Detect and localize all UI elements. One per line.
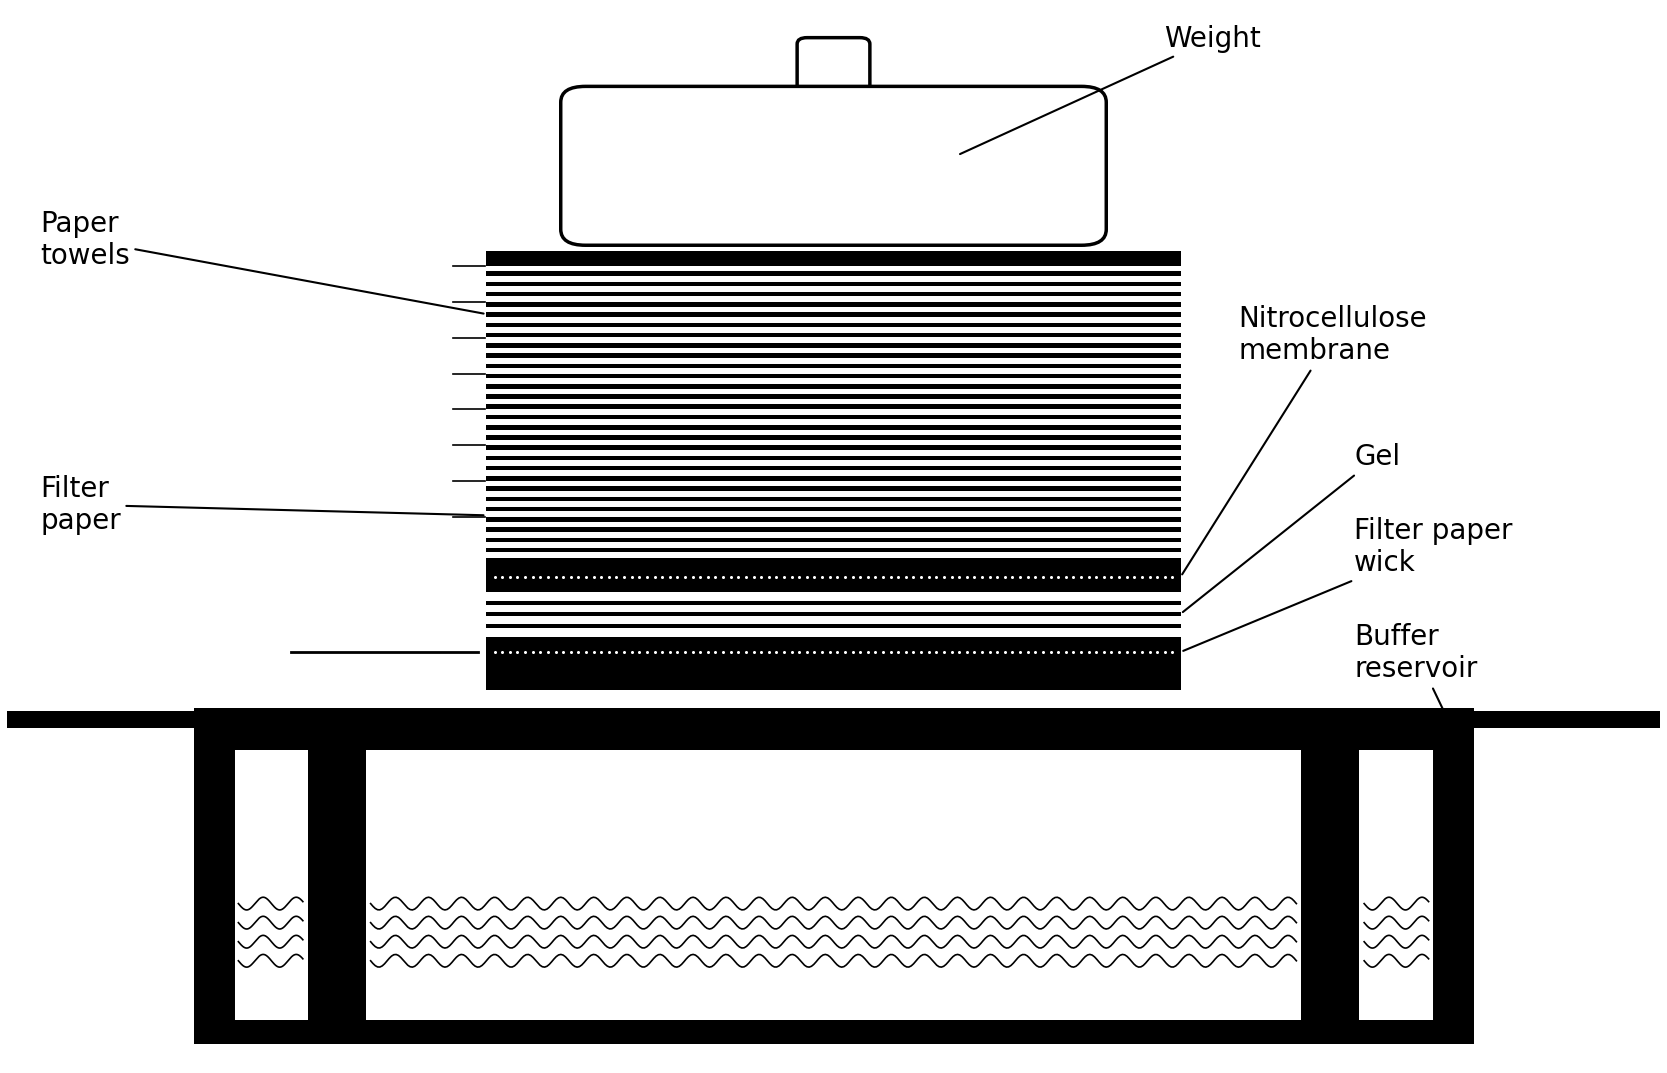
Bar bbox=[487, 623, 1180, 628]
Bar bbox=[308, 731, 365, 1020]
Bar bbox=[487, 558, 1180, 569]
Bar bbox=[197, 711, 1470, 1040]
Text: Nitrocellulose
membrane: Nitrocellulose membrane bbox=[1182, 305, 1427, 574]
Bar bbox=[487, 250, 1180, 261]
Bar bbox=[487, 333, 1180, 337]
Bar bbox=[197, 711, 1470, 731]
Bar bbox=[487, 497, 1180, 501]
Bar bbox=[487, 517, 1180, 521]
Bar bbox=[197, 711, 1470, 1040]
Bar bbox=[487, 373, 1180, 379]
FancyBboxPatch shape bbox=[797, 38, 870, 92]
Bar bbox=[487, 601, 1180, 605]
Bar bbox=[1434, 711, 1470, 1040]
Bar bbox=[487, 303, 1180, 307]
Bar bbox=[487, 585, 1180, 644]
Bar bbox=[197, 1020, 1470, 1040]
Bar bbox=[233, 731, 1434, 1020]
Bar bbox=[487, 261, 1180, 266]
Bar bbox=[487, 644, 1180, 660]
Bar bbox=[487, 506, 1180, 512]
Bar bbox=[487, 364, 1180, 368]
Bar bbox=[487, 405, 1180, 409]
Bar bbox=[487, 585, 1180, 591]
Text: Buffer
reservoir: Buffer reservoir bbox=[1354, 622, 1477, 746]
Bar bbox=[197, 711, 1470, 1040]
Bar bbox=[487, 445, 1180, 450]
Bar bbox=[487, 486, 1180, 491]
Bar bbox=[197, 711, 233, 1040]
Bar bbox=[487, 425, 1180, 429]
Bar bbox=[487, 538, 1180, 542]
Bar bbox=[487, 476, 1180, 481]
Text: Weight: Weight bbox=[960, 25, 1260, 155]
Bar bbox=[487, 323, 1180, 327]
Bar bbox=[487, 466, 1180, 470]
Bar bbox=[487, 558, 1180, 562]
Bar bbox=[238, 750, 1429, 1020]
Bar bbox=[233, 731, 1434, 750]
Bar bbox=[487, 548, 1180, 553]
Bar bbox=[233, 727, 1434, 1024]
Bar bbox=[487, 637, 1180, 644]
Bar bbox=[487, 292, 1180, 296]
Bar bbox=[487, 660, 1180, 690]
Text: Filter
paper: Filter paper bbox=[40, 474, 483, 535]
Bar bbox=[487, 343, 1180, 348]
Bar bbox=[487, 312, 1180, 317]
Bar bbox=[487, 527, 1180, 532]
Bar bbox=[0, 711, 1667, 727]
Text: Filter paper
wick: Filter paper wick bbox=[1184, 517, 1512, 651]
Bar bbox=[487, 271, 1180, 276]
Bar bbox=[487, 394, 1180, 399]
Bar bbox=[487, 456, 1180, 460]
Bar bbox=[487, 353, 1180, 358]
FancyBboxPatch shape bbox=[560, 87, 1107, 246]
Text: Paper
towels: Paper towels bbox=[40, 209, 483, 313]
Bar bbox=[1302, 731, 1359, 1020]
Bar bbox=[487, 613, 1180, 617]
Bar bbox=[487, 384, 1180, 388]
Bar bbox=[487, 436, 1180, 440]
Bar bbox=[487, 281, 1180, 286]
Bar bbox=[365, 750, 1302, 1020]
Bar bbox=[487, 414, 1180, 420]
Text: Gel: Gel bbox=[1184, 443, 1400, 612]
Bar bbox=[487, 569, 1180, 585]
Bar bbox=[487, 250, 1180, 569]
